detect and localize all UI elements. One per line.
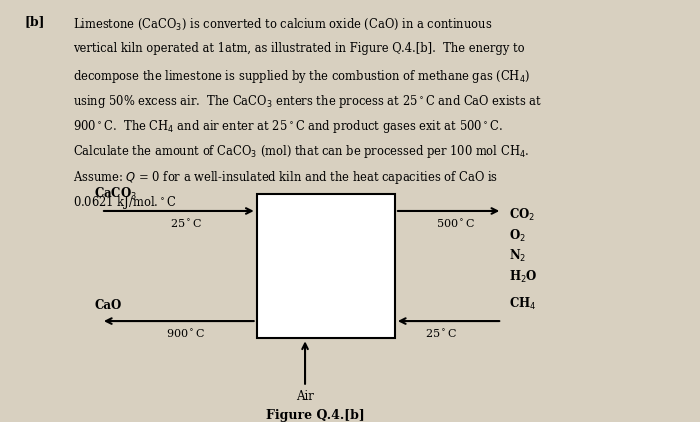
Text: 0.0621 kJ/mol.$^\circ$C: 0.0621 kJ/mol.$^\circ$C bbox=[74, 194, 176, 211]
Text: 900$^\circ$C.  The CH$_4$ and air enter at 25$^\circ$C and product gases exit at: 900$^\circ$C. The CH$_4$ and air enter a… bbox=[74, 118, 503, 135]
FancyBboxPatch shape bbox=[4, 4, 696, 376]
Text: 25$^\circ$C: 25$^\circ$C bbox=[426, 328, 458, 340]
Text: 500$^\circ$C: 500$^\circ$C bbox=[436, 218, 475, 230]
Text: using 50% excess air.  The CaCO$_3$ enters the process at 25$^\circ$C and CaO ex: using 50% excess air. The CaCO$_3$ enter… bbox=[74, 93, 542, 110]
Text: O$_2$: O$_2$ bbox=[509, 228, 526, 244]
Text: CaO: CaO bbox=[94, 299, 121, 312]
Bar bbox=[257, 194, 395, 338]
Text: [b]: [b] bbox=[25, 15, 46, 28]
Text: Assume: $Q$ = 0 for a well-insulated kiln and the heat capacities of CaO is: Assume: $Q$ = 0 for a well-insulated kil… bbox=[74, 169, 498, 186]
Text: decompose the limestone is supplied by the combustion of methane gas (CH$_4$): decompose the limestone is supplied by t… bbox=[74, 68, 531, 85]
Text: Calculate the amount of CaCO$_3$ (mol) that can be processed per 100 mol CH$_4$.: Calculate the amount of CaCO$_3$ (mol) t… bbox=[74, 143, 530, 160]
Text: CH$_4$: CH$_4$ bbox=[509, 296, 536, 312]
Text: vertical kiln operated at 1atm, as illustrated in Figure Q.4.[b].  The energy to: vertical kiln operated at 1atm, as illus… bbox=[74, 43, 525, 55]
Text: Figure Q.4.[b]: Figure Q.4.[b] bbox=[266, 409, 365, 422]
Text: 900$^\circ$C: 900$^\circ$C bbox=[166, 328, 205, 340]
Text: Limestone (CaCO$_3$) is converted to calcium oxide (CaO) in a continuous: Limestone (CaCO$_3$) is converted to cal… bbox=[74, 17, 493, 32]
Text: CO$_2$: CO$_2$ bbox=[509, 207, 536, 223]
Text: 25$^\circ$C: 25$^\circ$C bbox=[169, 219, 202, 230]
Text: CaCO$_3$: CaCO$_3$ bbox=[94, 186, 137, 202]
Text: Air: Air bbox=[296, 390, 314, 403]
Text: N$_2$: N$_2$ bbox=[509, 248, 526, 264]
Text: H$_2$O: H$_2$O bbox=[509, 268, 538, 285]
